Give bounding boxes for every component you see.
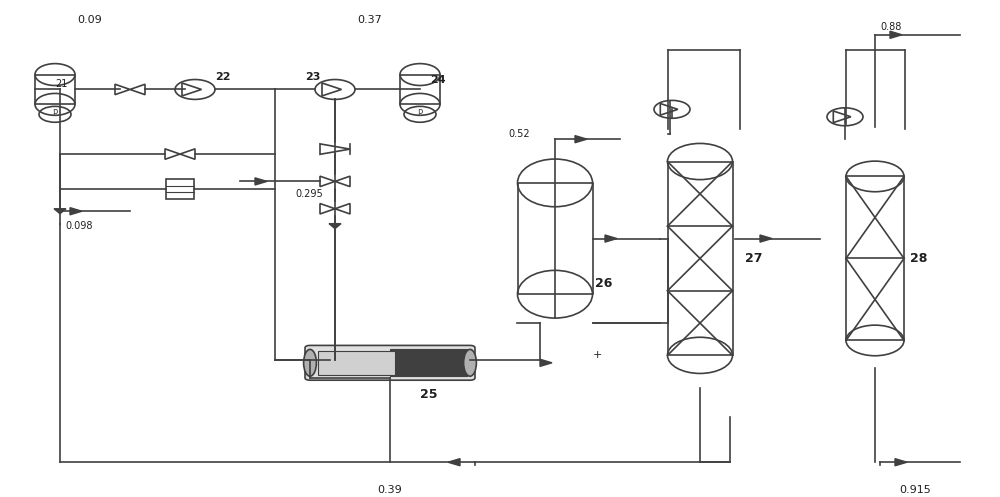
Polygon shape: [329, 224, 341, 229]
Polygon shape: [255, 178, 267, 185]
Text: +: +: [593, 350, 602, 360]
Polygon shape: [70, 208, 82, 215]
Text: 24: 24: [430, 75, 446, 84]
Bar: [390, 349, 467, 376]
Text: 0.915: 0.915: [899, 485, 931, 495]
Text: 0.88: 0.88: [880, 22, 901, 32]
Ellipse shape: [464, 349, 476, 376]
Polygon shape: [448, 459, 460, 466]
Polygon shape: [54, 209, 66, 214]
Polygon shape: [760, 235, 772, 242]
Text: 0.39: 0.39: [378, 485, 402, 495]
Bar: [166, 179, 194, 199]
Bar: [668, 162, 732, 355]
Ellipse shape: [304, 349, 316, 376]
Polygon shape: [540, 359, 552, 366]
Text: 0.098: 0.098: [65, 221, 92, 231]
Polygon shape: [895, 459, 907, 466]
Text: 0.09: 0.09: [78, 15, 102, 25]
Text: 23: 23: [305, 72, 320, 82]
Text: 28: 28: [910, 252, 927, 265]
Bar: [400, 75, 440, 104]
Text: P: P: [417, 109, 423, 118]
Polygon shape: [890, 31, 902, 38]
Text: 22: 22: [215, 72, 230, 82]
Text: 0.52: 0.52: [508, 129, 530, 139]
Text: 26: 26: [595, 277, 612, 290]
Bar: [518, 183, 593, 294]
Bar: [846, 176, 904, 340]
Bar: [35, 75, 75, 104]
Text: 0.37: 0.37: [358, 15, 382, 25]
Text: 27: 27: [745, 252, 763, 265]
Text: 0.295: 0.295: [295, 189, 323, 199]
Text: 25: 25: [420, 388, 438, 401]
Polygon shape: [605, 235, 617, 242]
FancyBboxPatch shape: [305, 345, 475, 380]
Bar: [318, 351, 395, 375]
Text: P: P: [52, 109, 58, 118]
Polygon shape: [575, 136, 587, 143]
Text: 21: 21: [55, 80, 67, 89]
